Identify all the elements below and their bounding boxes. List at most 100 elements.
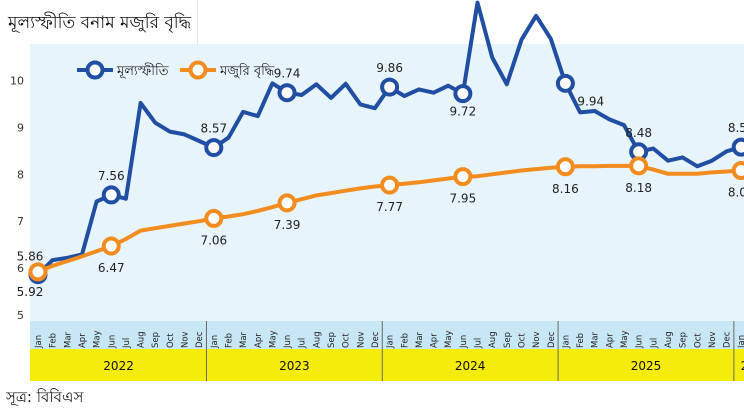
month-band [30, 321, 744, 349]
month-label: Apr [254, 333, 264, 348]
month-label: Jul [474, 338, 484, 349]
month-label: Jan [561, 335, 571, 349]
inflation-marker [555, 73, 575, 93]
month-label: Jul [298, 338, 308, 349]
month-label: Nov [708, 331, 718, 348]
month-label: Mar [591, 331, 601, 348]
year-label: 2024 [455, 359, 486, 373]
month-label: Jun [283, 335, 293, 349]
wage-growth-data-label: 5.92 [17, 285, 44, 299]
legend-wage-marker [188, 60, 208, 80]
month-label: Sep [503, 332, 513, 348]
wage-growth-marker [453, 167, 473, 187]
month-label: Dec [723, 331, 733, 348]
y-tick-label: 8 [17, 168, 24, 181]
month-label: Jan [386, 335, 396, 349]
inflation-data-label: 9.74 [274, 67, 301, 81]
month-label: Apr [605, 333, 615, 348]
month-label: Sep [151, 332, 161, 348]
inflation-marker [101, 185, 121, 205]
wage-growth-marker [731, 161, 744, 181]
month-label: Jan [737, 335, 744, 349]
inflation-data-label: 8.58 [728, 121, 744, 135]
wage-growth-data-label: 7.95 [449, 192, 476, 206]
month-label: Apr [78, 333, 88, 348]
month-label: Jul [649, 338, 659, 349]
month-label: Jan [34, 335, 44, 349]
source-note: সূত্র: বিবিএস [6, 388, 84, 406]
legend: মূল্যস্ফীতি মজুরি বৃদ্ধি [77, 60, 275, 80]
month-label: Jun [459, 335, 469, 349]
inflation-marker [204, 138, 224, 158]
legend-wage-label: মজুরি বৃদ্ধি [219, 63, 275, 79]
month-label: Mar [63, 331, 73, 348]
month-label: Jan [210, 335, 220, 349]
inflation-data-label: 9.72 [449, 105, 476, 119]
year-label: 2025 [631, 359, 662, 373]
inflation-data-label: 9.86 [376, 61, 403, 75]
month-label: Dec [195, 331, 205, 348]
wage-growth-line [36, 163, 744, 274]
month-label: Jul [122, 338, 132, 349]
month-label: Jun [635, 335, 645, 349]
month-label: Aug [488, 331, 498, 348]
wage-growth-data-label: 8.08 [728, 186, 744, 200]
inflation-marker [380, 77, 400, 97]
inflation-data-label: 9.94 [577, 94, 604, 108]
legend-inflation-label: মূল্যস্ফীতি [116, 63, 169, 79]
wage-growth-marker [204, 208, 224, 228]
month-label: Sep [679, 332, 689, 348]
y-tick-label: 6 [17, 262, 24, 275]
chart-title: মূল্যস্ফীতি বনাম মজুরি বৃদ্ধি [8, 13, 192, 33]
month-label: Oct [342, 333, 352, 348]
inflation-marker [453, 84, 473, 104]
month-label: Mar [415, 331, 425, 348]
month-label: Feb [224, 333, 234, 348]
wage-growth-marker [28, 262, 48, 282]
month-label: Jun [107, 335, 117, 349]
legend-inflation-marker [85, 60, 105, 80]
month-label: Feb [400, 333, 410, 348]
inflation-marker [277, 83, 297, 103]
month-label: Aug [312, 331, 322, 348]
inflation-data-label: 8.48 [625, 126, 652, 140]
month-label: Aug [137, 331, 147, 348]
month-label: Aug [664, 331, 674, 348]
month-label: Oct [517, 333, 527, 348]
month-label: Oct [693, 333, 703, 348]
y-tick-label: 9 [17, 121, 24, 134]
inflation-data-label: 8.57 [200, 122, 227, 136]
wage-growth-data-label: 7.39 [274, 218, 301, 232]
wage-growth-data-label: 8.16 [552, 182, 579, 196]
inflation-line [36, 0, 744, 277]
wage-growth-data-label: 7.06 [200, 233, 227, 247]
year-label: 2026 [741, 359, 744, 373]
title-box: মূল্যস্ফীতি বনাম মজুরি বৃদ্ধি [0, 0, 198, 44]
month-label: Oct [166, 333, 176, 348]
month-label: Feb [576, 333, 586, 348]
inflation-data-label: 7.56 [98, 169, 125, 183]
year-label: 2022 [103, 359, 134, 373]
year-label: 2023 [279, 359, 310, 373]
y-tick-label: 5 [17, 309, 24, 322]
wage-growth-data-label: 8.18 [625, 181, 652, 195]
month-label: Nov [532, 331, 542, 348]
month-label: Nov [181, 331, 191, 348]
inflation-data-label: 5.86 [17, 250, 44, 264]
wage-growth-marker [101, 236, 121, 256]
month-label: May [93, 330, 103, 348]
month-label: Sep [327, 332, 337, 348]
year-band [30, 349, 744, 381]
inflation-marker [731, 137, 744, 157]
month-label: May [444, 330, 454, 348]
month-label: Dec [371, 331, 381, 348]
month-label: Nov [356, 331, 366, 348]
month-label: Dec [547, 331, 557, 348]
wage-growth-marker [555, 157, 575, 177]
month-label: Mar [239, 331, 249, 348]
y-tick-label: 10 [10, 75, 24, 88]
wage-growth-marker [629, 156, 649, 176]
month-label: May [268, 330, 278, 348]
wage-growth-marker [380, 175, 400, 195]
